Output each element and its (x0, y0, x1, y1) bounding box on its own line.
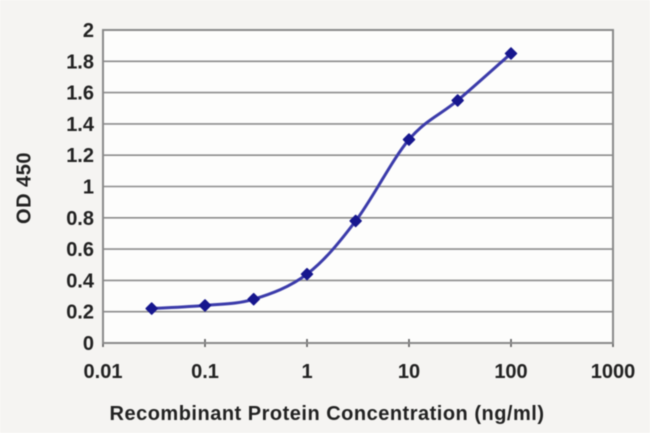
data-point-marker (402, 133, 416, 146)
data-point-marker (247, 292, 260, 306)
y-tick-label: 1.6 (66, 83, 94, 105)
x-tick-label: 0.01 (84, 361, 123, 383)
x-tick-label: 10 (398, 361, 420, 383)
data-point-marker (145, 302, 158, 315)
x-axis-title: Recombinant Protein Concentration (ng/ml… (109, 403, 545, 425)
x-tick-label: 100 (494, 361, 527, 383)
y-tick-label: 1.2 (66, 145, 94, 167)
y-tick-label: 0.8 (66, 208, 94, 230)
y-tick-label: 0.6 (66, 239, 94, 261)
y-tick-label: 1 (83, 177, 94, 199)
y-tick-label: 0 (83, 333, 94, 355)
y-tick-label: 0.2 (66, 302, 94, 324)
y-tick-label: 1.4 (66, 114, 95, 136)
y-tick-label: 1.8 (66, 51, 94, 73)
data-point-marker (504, 47, 518, 60)
y-axis-title: OD 450 (13, 152, 36, 224)
x-tick-label: 0.1 (191, 361, 219, 383)
x-tick-label: 1 (301, 361, 312, 383)
data-point-marker (198, 299, 212, 312)
y-tick-label: 2 (83, 20, 94, 42)
data-point-marker (451, 94, 464, 107)
data-point-marker (300, 267, 314, 281)
plot-border (102, 29, 614, 344)
data-point-marker (349, 214, 362, 228)
y-tick-label: 0.4 (66, 270, 95, 292)
x-tick-label: 1000 (591, 361, 636, 383)
